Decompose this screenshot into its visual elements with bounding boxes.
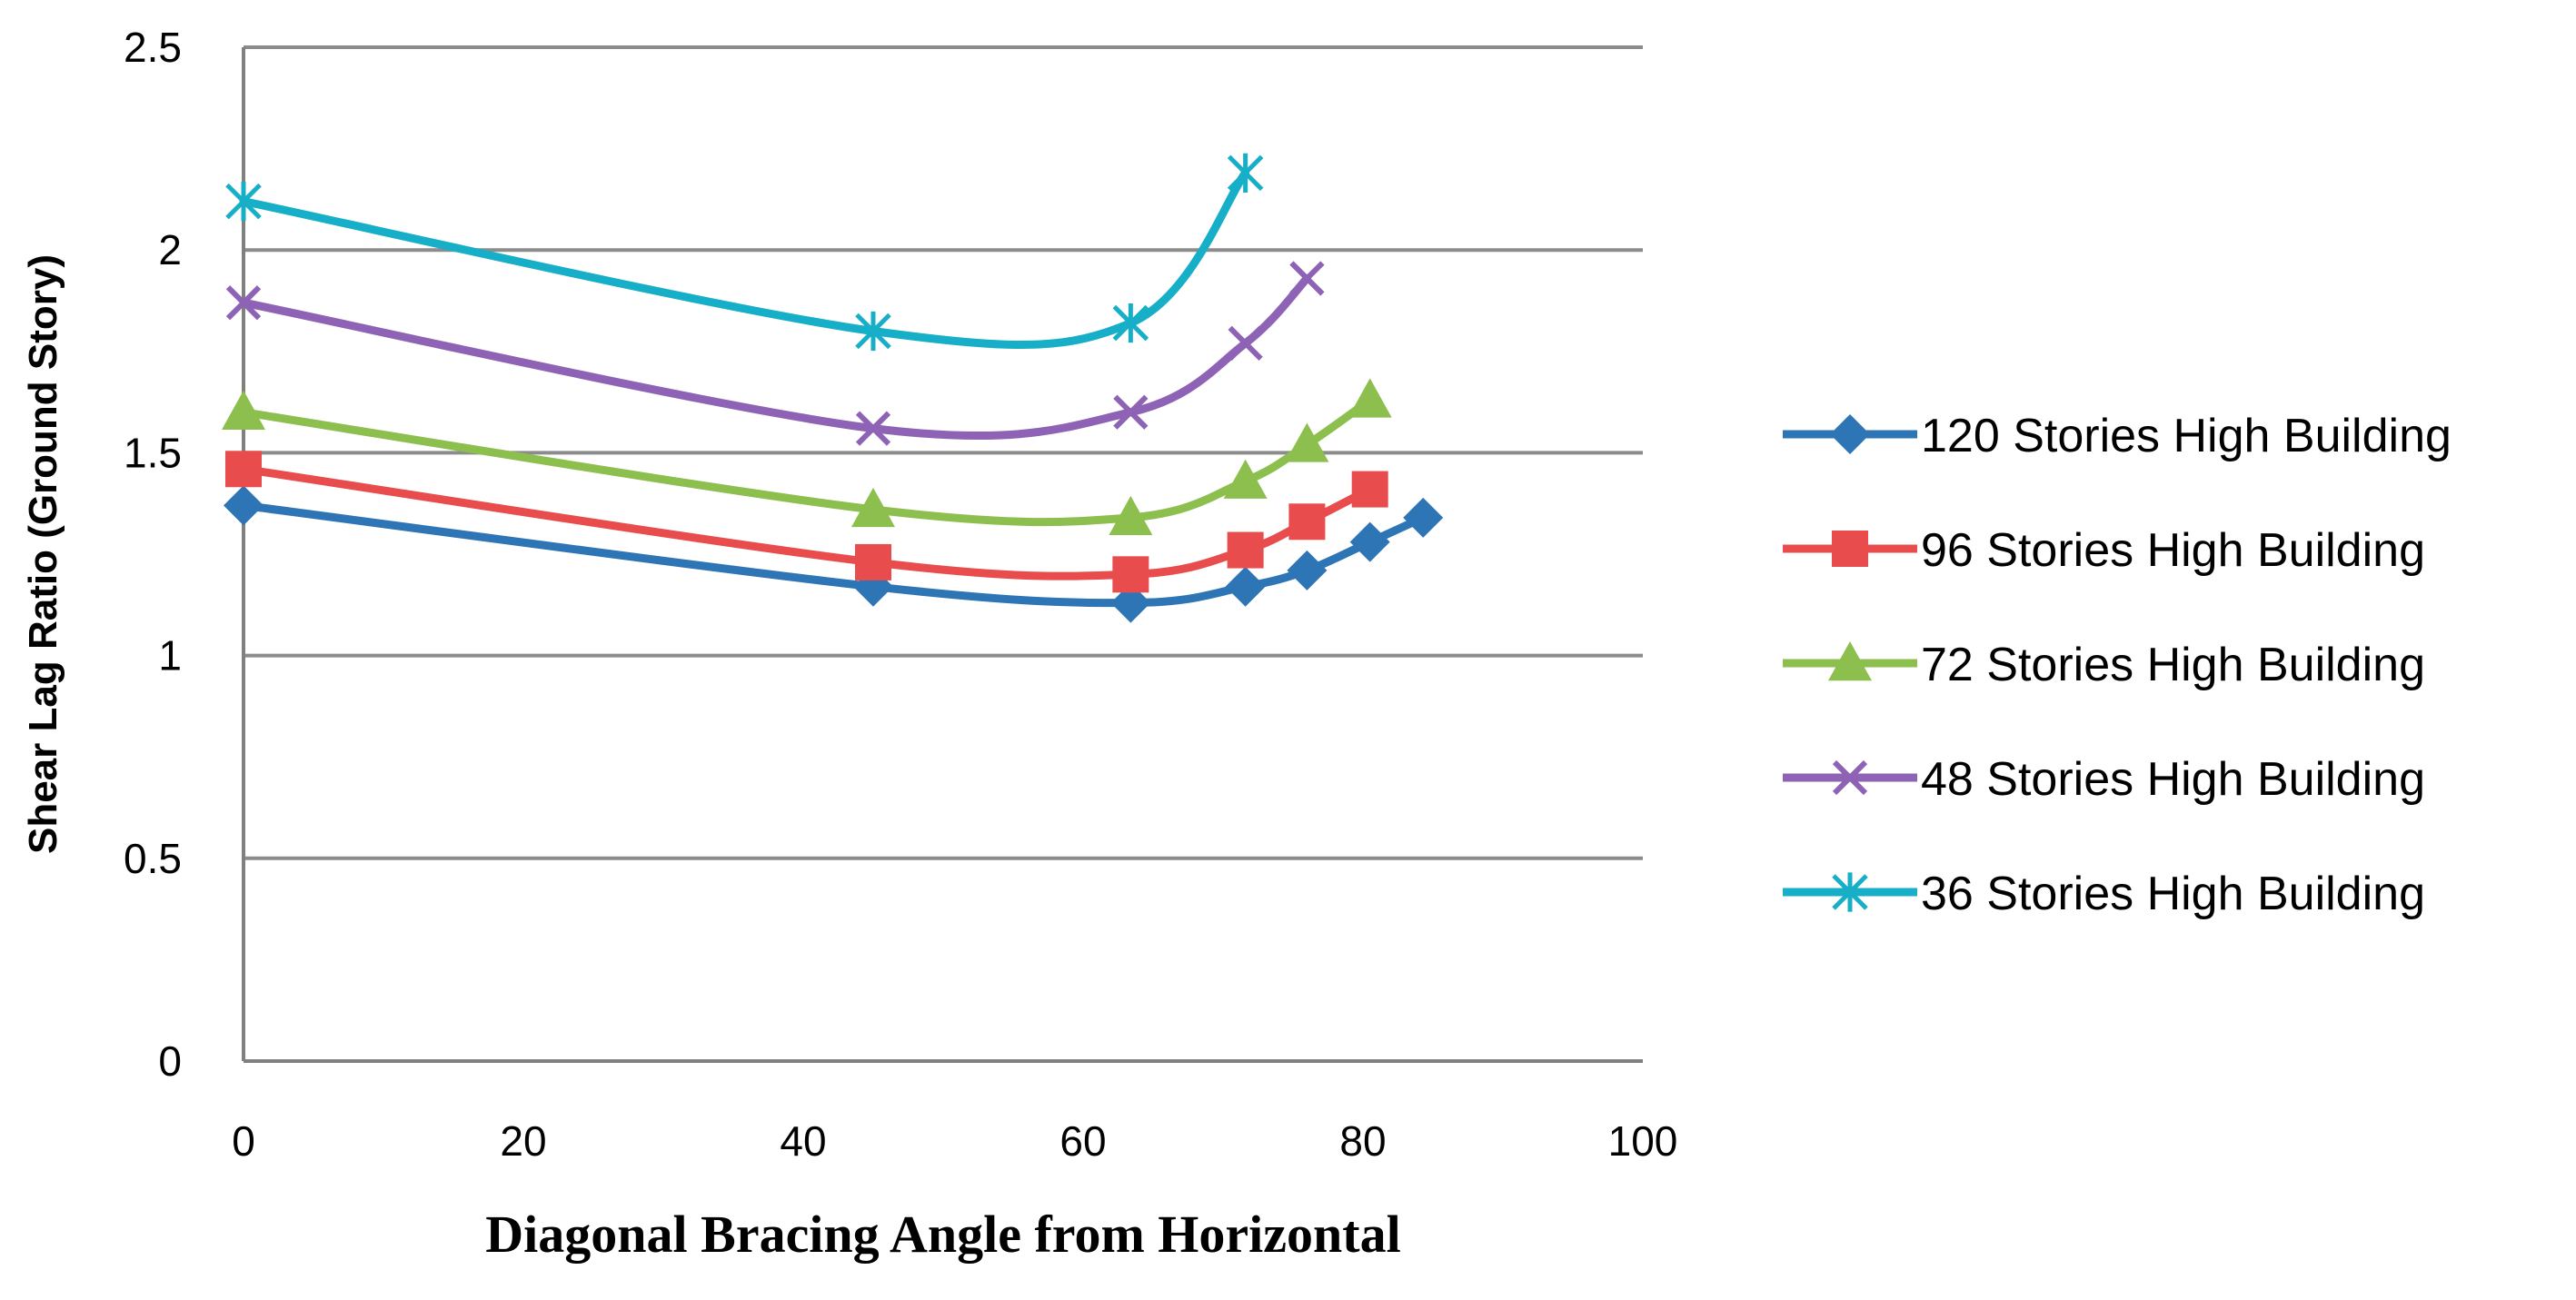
data-point: [1110, 582, 1151, 623]
legend-marker: [1832, 759, 1868, 796]
axes: [242, 47, 1643, 1063]
legend-label: 48 Stories High Building: [1921, 753, 2425, 806]
y-axis-label: Shear Lag Ratio (Ground Story): [21, 254, 65, 854]
y-tick-labels: 0 0.5 1 1.5 2 2.5: [124, 24, 182, 1085]
legend-marker: [1828, 641, 1872, 681]
legend: 120 Stories High Building 96 Stories High…: [1783, 410, 2452, 920]
data-point: [224, 485, 264, 526]
series-lines: [222, 153, 1444, 623]
y-tick-label: 1: [158, 632, 182, 680]
data-point: [1225, 566, 1266, 607]
y-tick-label: 2.5: [124, 24, 182, 71]
data-point: [225, 451, 262, 488]
series-line: [239, 273, 1311, 441]
y-tick-label: 2: [158, 226, 182, 273]
legend-item-72-stories-high-building: 72 Stories High Building: [1783, 639, 2425, 691]
data-point: [1403, 497, 1444, 538]
series-36-stories-high-building: [225, 153, 1264, 352]
legend-label: 36 Stories High Building: [1921, 868, 2425, 920]
x-tick-label: 80: [1339, 1117, 1386, 1165]
legend-item-36-stories-high-building: 36 Stories High Building: [1783, 868, 2425, 920]
data-point: [1287, 550, 1328, 590]
data-point: [1289, 261, 1325, 296]
y-tick-label: 0: [158, 1037, 182, 1085]
data-point: [1112, 556, 1149, 593]
legend-item-48-stories-high-building: 48 Stories High Building: [1783, 753, 2425, 806]
y-tick-label: 0.5: [124, 835, 182, 882]
data-point: [855, 411, 891, 446]
legend-label: 120 Stories High Building: [1921, 410, 2452, 462]
data-point: [225, 182, 262, 222]
data-point: [1223, 459, 1268, 499]
legend-label: 96 Stories High Building: [1921, 524, 2425, 577]
x-tick-label: 40: [780, 1117, 826, 1165]
legend-label: 72 Stories High Building: [1921, 639, 2425, 691]
data-point: [222, 390, 265, 430]
data-point: [1109, 495, 1153, 536]
x-tick-label: 100: [1608, 1117, 1678, 1165]
data-point: [1227, 153, 1264, 193]
series-48-stories-high-building: [225, 261, 1325, 446]
data-point: [1112, 303, 1149, 343]
x-tick-label: 20: [500, 1117, 546, 1165]
series-96-stories-high-building: [225, 451, 1388, 593]
data-point: [1228, 325, 1263, 361]
data-point: [1348, 378, 1392, 418]
x-axis-label: Diagonal Bracing Angle from Horizontal: [485, 1205, 1400, 1264]
data-point: [1285, 422, 1329, 462]
data-point: [1288, 503, 1326, 541]
grid-lines: [244, 45, 1643, 860]
data-point: [1349, 521, 1390, 562]
series-line: [239, 464, 1375, 581]
legend-item-120-stories-high-building: 120 Stories High Building: [1783, 410, 2452, 462]
y-tick-label: 1.5: [124, 429, 182, 476]
legend-marker: [1832, 531, 1868, 567]
series-line: [239, 168, 1250, 350]
data-point: [1227, 531, 1264, 569]
legend-marker: [1830, 414, 1870, 454]
legend-item-96-stories-high-building: 96 Stories High Building: [1783, 524, 2425, 577]
data-point: [1113, 394, 1149, 430]
series-72-stories-high-building: [222, 378, 1392, 536]
legend-marker: [1832, 872, 1868, 912]
data-point: [225, 285, 262, 321]
x-tick-label: 0: [232, 1117, 255, 1165]
data-point: [855, 311, 891, 352]
data-point: [855, 543, 891, 581]
x-tick-label: 60: [1059, 1117, 1106, 1165]
data-point: [1351, 471, 1388, 508]
x-tick-labels: 0 20 40 60 80 100: [232, 1117, 1677, 1165]
data-point: [851, 487, 895, 528]
